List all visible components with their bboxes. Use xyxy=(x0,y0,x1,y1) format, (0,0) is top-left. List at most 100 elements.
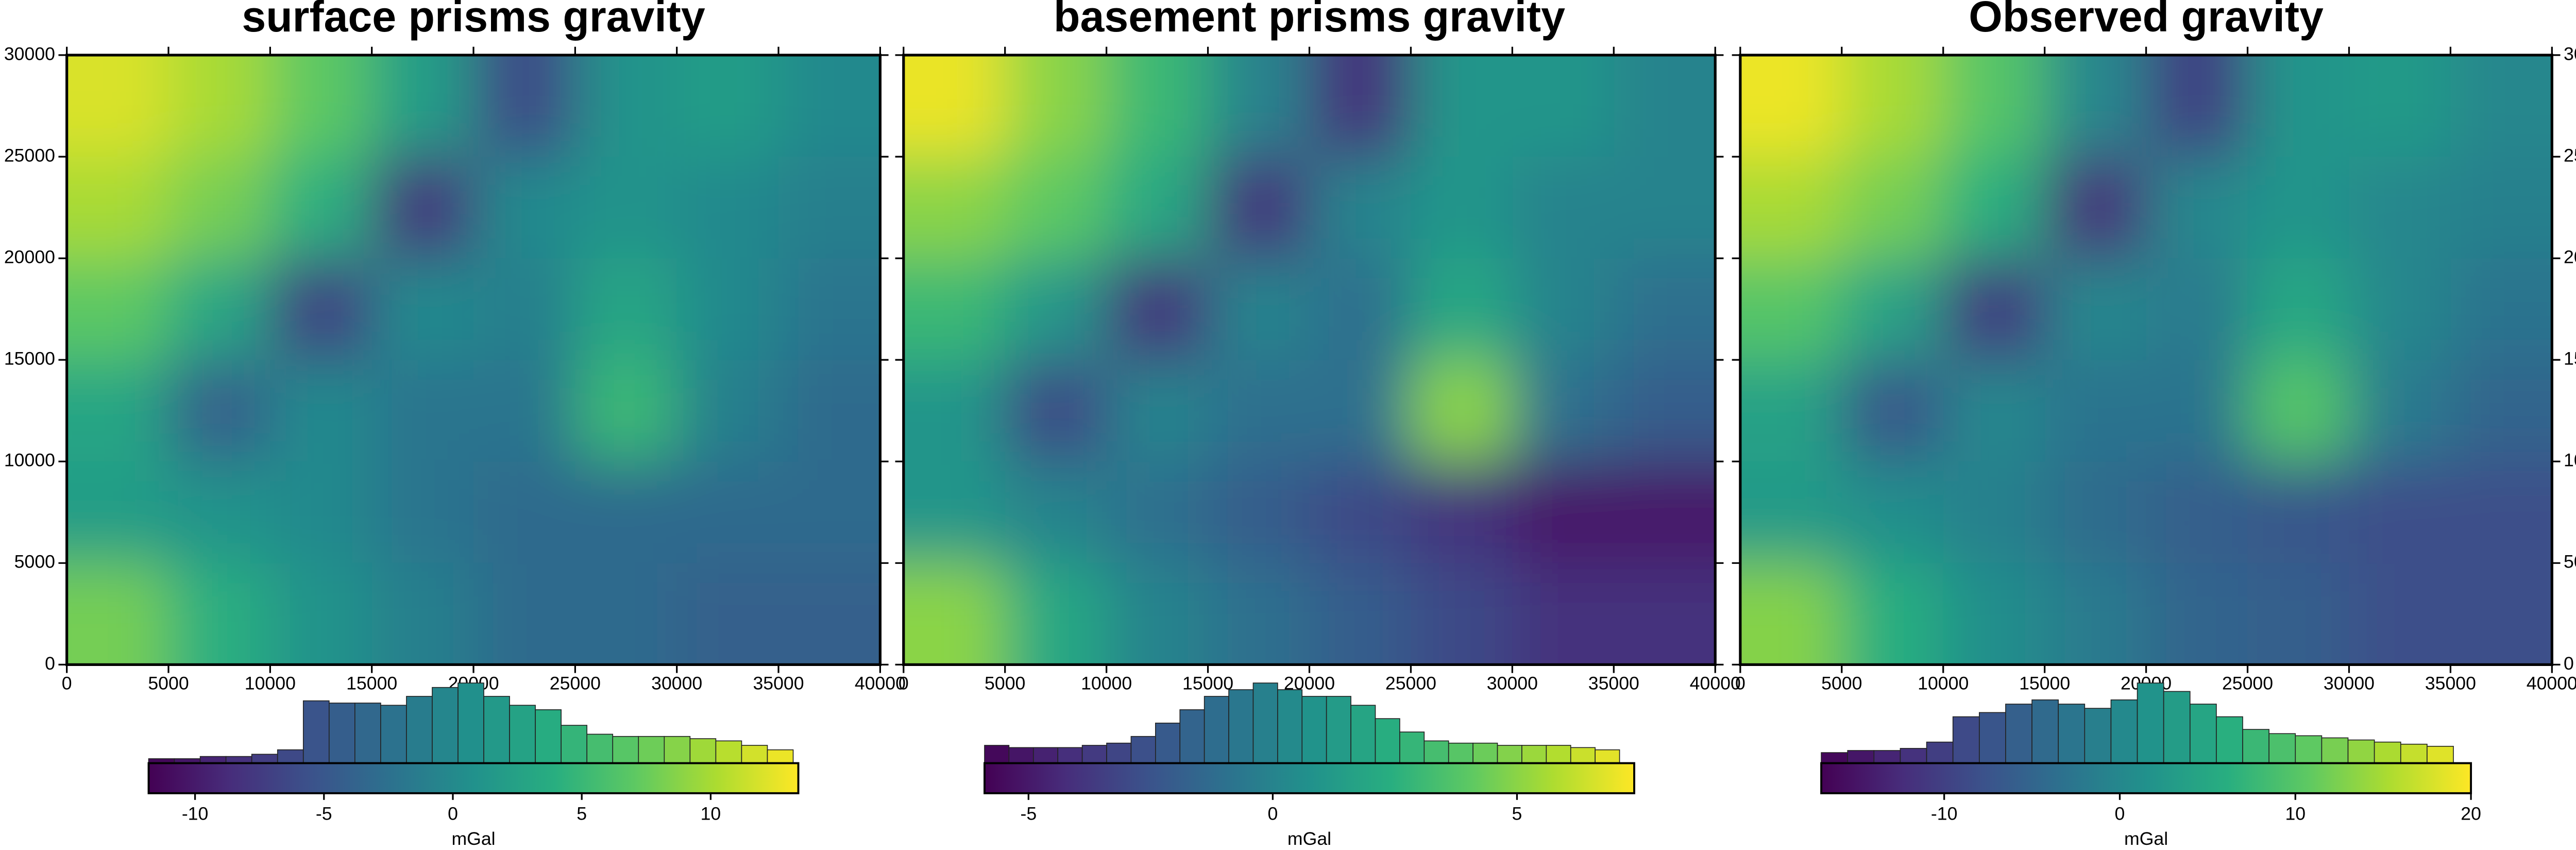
heatmap-cell xyxy=(575,156,677,259)
histogram-bar xyxy=(199,756,227,764)
panel-title: basement prisms gravity xyxy=(1054,0,1565,41)
heatmap-cell xyxy=(168,461,270,563)
colorbar-tick-label: -10 xyxy=(182,803,209,824)
heatmap-cell xyxy=(2349,563,2451,665)
heatmap-cell xyxy=(1208,461,1310,563)
x-tick-label: 0 xyxy=(1735,673,1745,694)
heatmap-cell xyxy=(778,156,880,259)
heatmap-cell xyxy=(575,360,677,462)
histogram-bar xyxy=(2005,704,2032,764)
histogram-bar xyxy=(1057,747,1083,764)
histogram-bar xyxy=(2216,716,2243,764)
heatmap-cell xyxy=(168,156,270,259)
histogram-bar xyxy=(1204,696,1229,764)
histogram-bar xyxy=(535,709,562,764)
colorbar-tick-label: -5 xyxy=(1020,803,1037,824)
x-tick-label: 40000 xyxy=(1690,673,1741,694)
heatmap-cell xyxy=(575,563,677,665)
histogram-bar xyxy=(1277,689,1303,764)
heatmap-cell xyxy=(473,156,575,259)
heatmap-cell xyxy=(1309,360,1411,462)
histogram-bar xyxy=(1546,745,1571,764)
histogram-bar xyxy=(1926,741,1954,764)
histogram-bar xyxy=(328,703,355,764)
histogram-bar xyxy=(2427,745,2454,764)
histogram-bar xyxy=(509,705,536,764)
x-tick-label: 5000 xyxy=(985,673,1025,694)
histogram-bar xyxy=(1106,742,1132,764)
heatmap-cell xyxy=(1309,563,1411,665)
x-tick-label: 10000 xyxy=(1081,673,1132,694)
heatmap-cell xyxy=(1309,258,1411,360)
histogram-bar xyxy=(1375,718,1400,764)
heatmap-cell xyxy=(1614,156,1716,259)
y-tick-label: 20000 xyxy=(4,247,55,268)
heatmap-cell xyxy=(778,563,880,665)
heatmap-cell xyxy=(1841,55,1943,157)
colorbar-tick-label: 5 xyxy=(577,803,587,824)
heatmap-cell xyxy=(473,55,575,157)
colorbar xyxy=(1820,762,2472,794)
heatmap-cell xyxy=(2450,563,2552,665)
y-tick-label: 30000 xyxy=(2564,43,2576,64)
heatmap-cell xyxy=(1740,461,1842,563)
heatmap-cells xyxy=(1740,55,2552,665)
histogram-bar xyxy=(1399,731,1425,764)
colorbar-tick-label: 0 xyxy=(448,803,458,824)
heatmap-cell xyxy=(1106,563,1208,665)
heatmap-cell xyxy=(168,360,270,462)
heatmap-cell xyxy=(1411,258,1513,360)
heatmap-cell xyxy=(1841,563,1943,665)
heatmap-cell xyxy=(778,360,880,462)
heatmap-cell xyxy=(2044,156,2146,259)
heatmap-cell xyxy=(2349,461,2451,563)
histogram-bar xyxy=(225,756,252,764)
histogram-bar xyxy=(1570,747,1596,764)
histogram-bar xyxy=(380,705,407,764)
histogram-bar xyxy=(715,740,742,764)
y-tick-label: 10000 xyxy=(4,450,55,471)
heatmap-cell xyxy=(1411,156,1513,259)
histogram-bar xyxy=(2110,699,2138,764)
heatmap-cell xyxy=(2146,156,2248,259)
histogram-bar xyxy=(2189,704,2217,764)
heatmap-cell xyxy=(903,461,1005,563)
histogram-bar xyxy=(638,736,665,764)
heatmap-cell xyxy=(1106,258,1208,360)
heatmap-cell xyxy=(1614,258,1716,360)
heatmap-cell xyxy=(1106,360,1208,462)
heatmap-cell xyxy=(1106,461,1208,563)
heatmap-cell xyxy=(2044,360,2146,462)
heatmap-cell xyxy=(1943,461,2045,563)
heatmap-cell xyxy=(2349,258,2451,360)
y-tick-label: 5000 xyxy=(2564,552,2576,572)
heatmap-cell xyxy=(2044,461,2146,563)
x-tick-label: 0 xyxy=(899,673,909,694)
heatmap-cell xyxy=(1208,156,1310,259)
heatmap-cell xyxy=(1943,360,2045,462)
histogram-bar xyxy=(2031,699,2059,764)
colorbar-tick-label: 10 xyxy=(2285,803,2306,824)
heatmap-cell xyxy=(778,461,880,563)
heatmap-cell xyxy=(1309,55,1411,157)
heatmap-cell xyxy=(2146,55,2248,157)
x-tick-label: 30000 xyxy=(1487,673,1538,694)
x-tick-label: 30000 xyxy=(651,673,702,694)
heatmap-cell xyxy=(1309,156,1411,259)
histogram-bar xyxy=(406,696,433,764)
heatmap xyxy=(1740,55,2552,665)
heatmap-cell xyxy=(168,563,270,665)
heatmap-cell xyxy=(1943,156,2045,259)
heatmap-cell xyxy=(2044,258,2146,360)
heatmap-cell xyxy=(371,258,474,360)
heatmap-cell xyxy=(575,461,677,563)
histogram-bar xyxy=(2137,682,2164,764)
heatmap-cell xyxy=(1512,563,1614,665)
heatmap-cell xyxy=(168,258,270,360)
x-tick-label: 25000 xyxy=(2222,673,2273,694)
heatmap-cell xyxy=(2450,156,2552,259)
heatmap-cell xyxy=(1943,563,2045,665)
panel-title: surface prisms gravity xyxy=(242,0,705,41)
y-tick-label: 15000 xyxy=(2564,348,2576,369)
